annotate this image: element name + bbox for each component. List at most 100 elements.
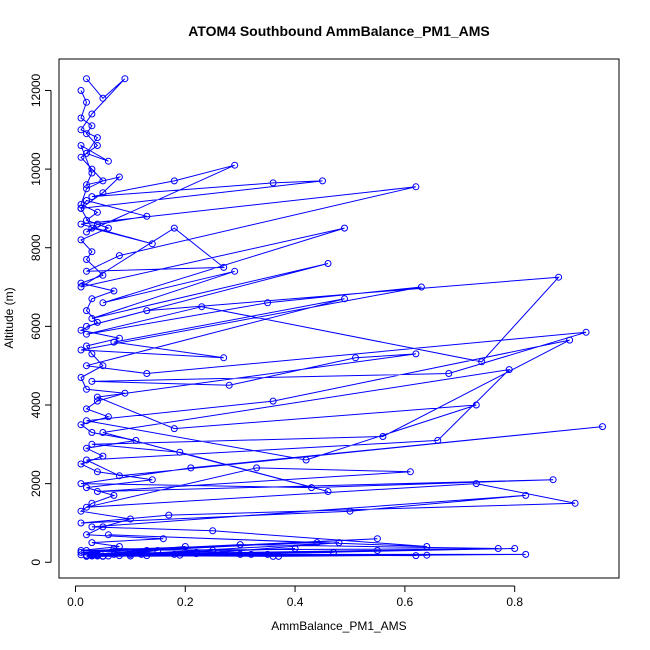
data-point [269,179,277,187]
x-tick-label: 0.6 [397,595,414,609]
data-point [313,539,321,547]
data-point [83,385,90,393]
data-point [170,550,178,558]
data-point [83,149,90,157]
data-point [231,161,239,169]
data-point [93,208,101,216]
data-point [83,98,90,106]
data-point [83,75,90,83]
data-point [472,480,480,488]
data-point [83,362,90,370]
series-line [80,78,603,557]
data-point [77,87,85,94]
data-point [264,550,272,558]
data-point [494,545,502,552]
data-point [198,303,206,311]
data-point [88,122,96,130]
data-point [148,240,156,248]
data-point [417,283,425,291]
data-point [379,433,387,440]
data-point [77,346,85,354]
data-point [77,204,85,212]
data-point [88,165,96,173]
data-point [115,252,123,260]
data-point [170,224,178,232]
data-point [330,548,337,556]
data-point [83,185,90,193]
data-point [522,550,530,558]
data-point [99,452,107,460]
data-point [83,456,90,464]
data-point [77,460,85,468]
series-line [79,90,427,557]
data-point [478,358,486,366]
data-point [99,552,107,560]
y-axis: 0 2000 4000 6000 8000 10000 12000 [29,73,52,566]
data-point [132,436,140,444]
data-point [104,224,112,232]
y-tick-label: 8000 [29,234,43,261]
data-point [269,397,277,405]
series-1 [77,75,606,560]
data-point [83,267,90,275]
data-point [341,224,348,232]
x-tick-label: 0.8 [506,595,523,609]
data-point [472,401,480,409]
data-point [225,381,233,389]
data-point [423,551,431,559]
data-point [247,550,255,558]
data-point [77,220,85,228]
data-point [88,350,96,358]
y-tick-label: 10000 [29,152,43,186]
data-point [99,429,107,436]
data-point [77,519,85,527]
data-point [93,220,101,228]
data-point [77,279,85,287]
data-point [148,476,156,484]
data-point [88,539,96,547]
data-point [115,334,123,342]
data-point [264,299,272,307]
data-point [209,547,217,554]
data-point [324,260,332,267]
data-point [505,366,513,374]
data-point [93,142,101,149]
data-point [77,548,85,556]
x-tick-label: 0.4 [287,595,304,609]
data-point [83,503,90,511]
data-point [83,256,90,263]
data-point [104,157,112,165]
data-point [170,425,178,433]
data-point [445,370,453,377]
plot-frame [58,58,620,579]
data-point [93,468,101,476]
data-point [99,189,107,197]
data-point [571,499,579,507]
data-point [352,354,359,362]
data-point [341,295,348,303]
chart-title: ATOM4 Southbound AmmBalance_PM1_AMS [188,23,490,39]
data-point [88,315,96,322]
data-point [121,389,129,397]
data-point [181,543,189,550]
data-point [549,476,557,484]
data-point [77,283,85,291]
data-point [346,507,354,515]
data-point [143,552,151,560]
data-point [236,550,244,558]
data-point [126,548,134,556]
x-axis-label: AmmBalance_PM1_AMS [271,619,406,633]
data-point [88,499,96,507]
data-point [110,491,118,499]
data-point [291,545,299,552]
data-point [373,547,381,554]
data-point [423,543,431,550]
data-point [582,328,590,336]
data-point [126,552,134,560]
data-point [412,350,420,358]
data-point [170,177,178,185]
data-point [335,539,343,547]
data-point [93,134,101,142]
data-point [522,491,530,499]
